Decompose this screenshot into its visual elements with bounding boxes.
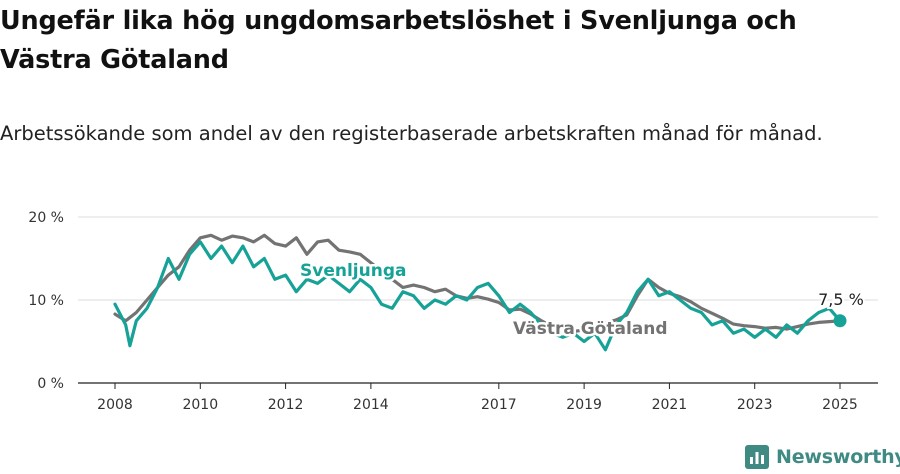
x-tick-label: 2012 (268, 397, 304, 413)
series-label-vastra-gotaland: Västra Götaland (513, 319, 668, 339)
series-lines (113, 233, 847, 352)
x-tick-label: 2014 (353, 397, 389, 413)
x-tick-label: 2021 (652, 397, 688, 413)
series-labels: Svenljunga Västra Götaland 7,5 % (298, 259, 866, 342)
y-tick-label: 10 % (28, 293, 64, 309)
brand-name: Newsworthy (776, 446, 900, 468)
x-tick-label: 2008 (97, 397, 133, 413)
series-label-svenljunga: Svenljunga (300, 261, 406, 281)
line-chart: 0 % 10 % 20 % 2008 2010 2012 2014 2017 2019 2021… (28, 210, 878, 413)
chart-title: Ungefär lika hög ungdomsarbetslöshet i S… (0, 6, 797, 75)
x-axis-ticks: 2008 2010 2012 2014 2017 2019 2021 2023 2025 (78, 382, 878, 413)
newsworthy-logo[interactable]: Newsworthy (745, 443, 900, 471)
x-tick-label: 2017 (481, 397, 517, 413)
series-line-vastra-gotaland (113, 233, 842, 334)
x-tick-label: 2025 (822, 397, 858, 413)
bar-chart-logo-icon (745, 445, 769, 469)
series-line-svenljunga (113, 240, 842, 352)
chart-subtitle: Arbetssökande som andel av den registerb… (0, 122, 823, 145)
y-tick-label: 20 % (28, 210, 64, 226)
y-tick-label: 0 % (37, 376, 64, 392)
y-axis-ticks: 0 % 10 % 20 % (28, 210, 64, 392)
last-value-dot (833, 314, 847, 328)
x-tick-label: 2023 (737, 397, 773, 413)
x-tick-label: 2010 (182, 397, 218, 413)
last-value-label: 7,5 % (818, 290, 864, 309)
x-tick-label: 2019 (566, 397, 602, 413)
gridlines (78, 216, 878, 301)
